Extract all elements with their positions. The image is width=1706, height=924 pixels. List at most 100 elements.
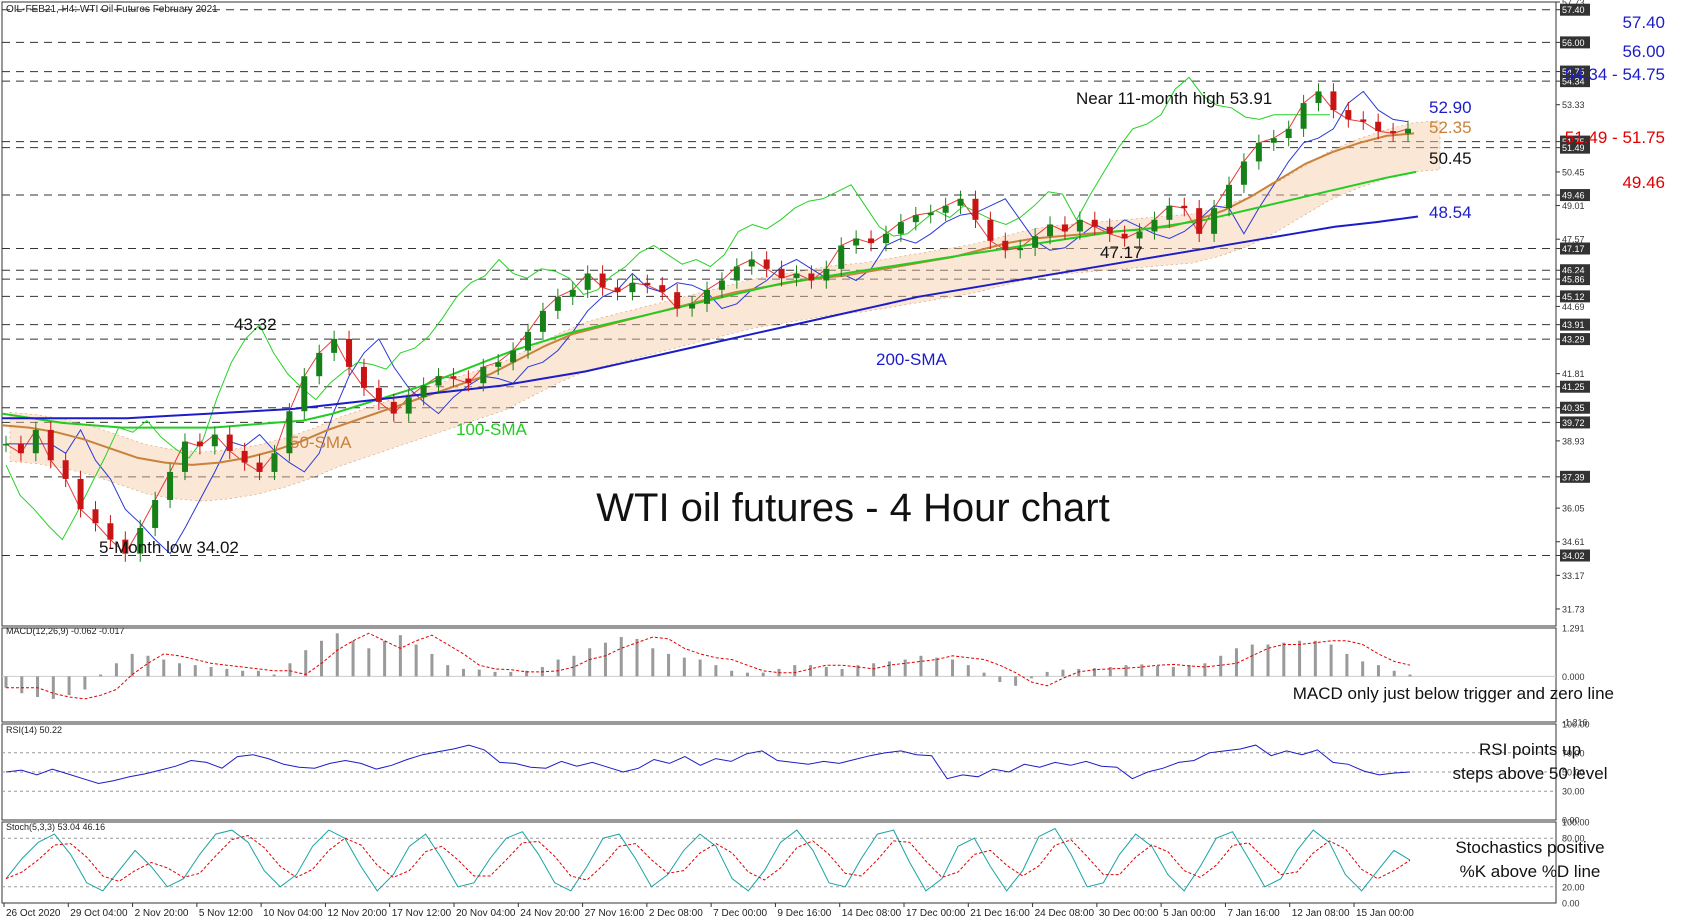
macd-bar [272, 674, 276, 677]
candle-body [375, 387, 382, 402]
price-candles [3, 83, 1411, 562]
macd-bar [651, 648, 655, 677]
macd-bar [1108, 667, 1112, 677]
macd-bar [809, 665, 813, 677]
macd-bar [1345, 653, 1349, 677]
candle-body [271, 453, 278, 472]
macd-bar [4, 676, 8, 688]
candle-body [763, 259, 770, 269]
macd-bar [36, 676, 40, 698]
macd-bar [178, 663, 182, 677]
time-tick-label: 2 Nov 20:00 [135, 908, 189, 919]
chart-title: WTI oil futures - 4 Hour chart [596, 486, 1109, 530]
macd-bar [398, 635, 402, 677]
candle-body [793, 273, 800, 279]
macd-bar [209, 667, 213, 677]
label-47-17: 47.17 [1100, 243, 1143, 262]
macd-bar [903, 659, 907, 677]
label-54-34-54-75: 54.34 - 54.75 [1565, 65, 1665, 84]
candle-body [897, 222, 904, 234]
time-tick-label: 17 Nov 12:00 [392, 908, 452, 919]
macd-label: MACD(12,26,9) -0.062 -0.017 [6, 626, 125, 636]
candle-body [122, 539, 129, 554]
time-tick-label: 5 Jan 00:00 [1163, 908, 1216, 919]
macd-bar [288, 663, 292, 677]
macd-bar [619, 637, 623, 677]
symbol-info: OIL-FEB21, H4: WTI Oil Futures February … [6, 4, 218, 15]
macd-panel-frame [1, 627, 1557, 723]
price-tick-label: 41.25 [1562, 382, 1585, 392]
macd-bar [446, 665, 450, 677]
macd-bar [1361, 661, 1365, 677]
candle-body [1196, 208, 1203, 234]
time-tick-label: 30 Dec 00:00 [1099, 908, 1159, 919]
candle-body [1375, 121, 1382, 132]
rsi-axis-label: 50.00 [1562, 768, 1585, 778]
macd-bar [982, 672, 986, 677]
macd-bar [320, 640, 324, 677]
time-tick-label: 26 Oct 2020 [6, 908, 61, 919]
time-tick-label: 21 Dec 16:00 [970, 908, 1030, 919]
candle-body [241, 450, 248, 463]
candle-body [554, 296, 561, 311]
rsi-label: RSI(14) 50.22 [6, 725, 62, 735]
macd-bar [256, 670, 260, 677]
candle-body [286, 411, 293, 454]
macd-bar [1392, 670, 1396, 677]
macd-bar [493, 671, 497, 677]
rsi-note-2: steps above 50 level [1453, 764, 1608, 783]
candle-body [181, 441, 188, 472]
macd-bar [1077, 668, 1081, 677]
label-57-40: 57.40 [1622, 13, 1665, 32]
price-tick-label: 34.61 [1562, 537, 1585, 547]
price-tick-label: 41.81 [1562, 369, 1585, 379]
time-tick-label: 24 Dec 08:00 [1035, 908, 1095, 919]
macd-bar [1282, 642, 1286, 677]
macd-bar [588, 648, 592, 677]
candle-body [957, 198, 964, 206]
rsi-axis-label: 70.00 [1562, 748, 1585, 758]
candle-body [152, 499, 159, 528]
time-tick-label: 12 Jan 08:00 [1292, 908, 1350, 919]
candle-body [1047, 224, 1054, 237]
price-tick-label: 50.45 [1562, 167, 1585, 177]
candle-body [1032, 236, 1039, 248]
candle-body [1270, 138, 1277, 143]
candle-body [450, 376, 457, 379]
time-tick-label: 29 Oct 04:00 [70, 908, 128, 919]
candle-body [1285, 128, 1292, 139]
candle-body [1240, 161, 1247, 185]
macd-bar [477, 669, 481, 677]
price-tick-label: 36.05 [1562, 504, 1585, 514]
macd-bar [461, 668, 465, 677]
time-tick-label: 27 Nov 16:00 [585, 908, 645, 919]
candle-body [629, 282, 636, 293]
candle-body [465, 378, 472, 384]
candle-body [882, 233, 889, 244]
time-tick-label: 17 Dec 00:00 [906, 908, 966, 919]
time-tick-label: 20 Nov 04:00 [456, 908, 516, 919]
stoch-panel-frame [1, 821, 1557, 904]
support-resistance-levels [2, 9, 1556, 556]
candle-body [539, 310, 546, 332]
macd-bar [162, 659, 166, 677]
label-52-90: 52.90 [1429, 98, 1472, 117]
candle-body [868, 238, 875, 244]
macd-bar [1029, 676, 1033, 679]
price-tag [1560, 549, 1590, 562]
candle-body [644, 282, 651, 286]
candle-body [510, 350, 517, 363]
candle-body [360, 366, 367, 388]
price-tick-label: 54.34 [1562, 77, 1585, 87]
macd-bar [1187, 665, 1191, 677]
price-tick-label: 44.69 [1562, 302, 1585, 312]
time-tick-label: 14 Dec 08:00 [842, 908, 902, 919]
macd-bar [1408, 674, 1412, 677]
macd-bar [1124, 665, 1128, 677]
price-tick-label: 45.86 [1562, 275, 1585, 285]
label-100-sma: 100-SMA [456, 420, 528, 439]
price-tag [1560, 3, 1590, 16]
candle-body [1300, 103, 1307, 129]
stoch-label: Stoch(5,3,3) 53.04 46.16 [6, 822, 105, 832]
macd-bar [714, 665, 718, 677]
